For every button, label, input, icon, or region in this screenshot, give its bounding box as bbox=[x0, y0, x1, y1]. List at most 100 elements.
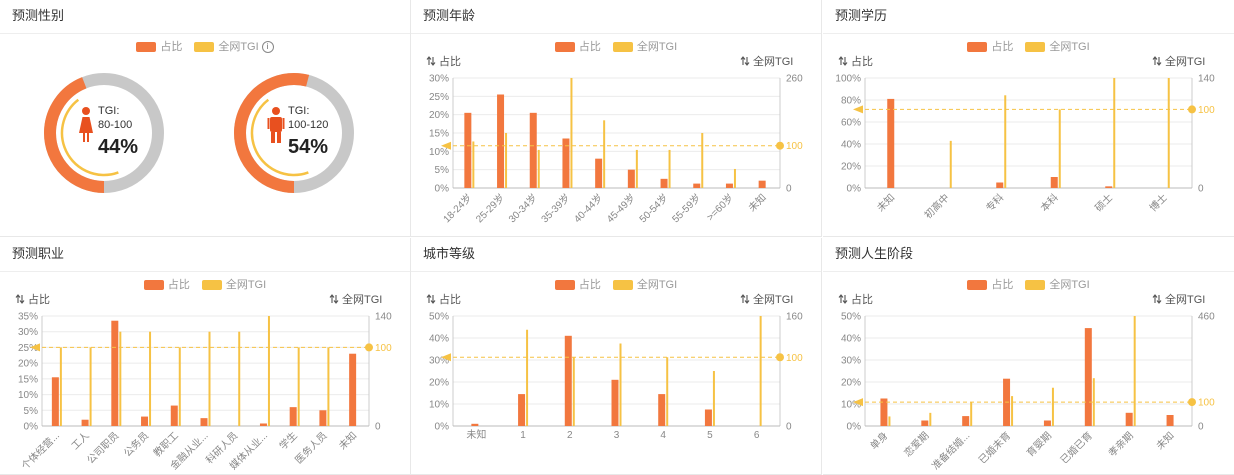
bar-share[interactable] bbox=[1050, 177, 1058, 188]
bar-tgi[interactable] bbox=[1011, 396, 1014, 426]
bar-share[interactable] bbox=[627, 169, 635, 188]
legend-item-share[interactable]: 占比 bbox=[967, 276, 1013, 292]
bar-tgi[interactable] bbox=[238, 331, 241, 426]
bar-share[interactable] bbox=[725, 183, 733, 188]
bar-tgi[interactable] bbox=[570, 78, 573, 188]
bar-tgi[interactable] bbox=[1133, 316, 1136, 426]
sort-arrows-icon[interactable] bbox=[1152, 56, 1162, 66]
bar-share[interactable] bbox=[289, 407, 297, 426]
bar-tgi[interactable] bbox=[526, 329, 529, 426]
bar-share[interactable] bbox=[111, 320, 119, 426]
bar-share[interactable] bbox=[704, 409, 712, 427]
bar-share[interactable] bbox=[564, 335, 572, 426]
bar-tgi[interactable] bbox=[759, 316, 762, 426]
bar-share[interactable] bbox=[758, 180, 766, 188]
reference-dot[interactable] bbox=[776, 353, 784, 362]
sort-arrows-icon[interactable] bbox=[426, 294, 436, 304]
bar-share[interactable] bbox=[529, 112, 537, 188]
sort-arrows-icon[interactable] bbox=[426, 56, 436, 66]
bar-share[interactable] bbox=[51, 377, 59, 426]
bar-tgi[interactable] bbox=[701, 133, 704, 188]
legend-item-tgi[interactable]: 全网TGI bbox=[201, 276, 266, 292]
bar-share[interactable] bbox=[349, 353, 357, 426]
legend-item-tgi[interactable]: 全网TGI bbox=[612, 38, 677, 54]
legend-item-share[interactable]: 占比 bbox=[143, 276, 190, 292]
bar-share[interactable] bbox=[595, 158, 603, 188]
sort-arrows-icon[interactable] bbox=[838, 56, 848, 66]
reference-dot[interactable] bbox=[1188, 105, 1196, 114]
bar-tgi[interactable] bbox=[733, 168, 736, 188]
bar-share[interactable] bbox=[319, 410, 327, 426]
bar-share[interactable] bbox=[996, 182, 1004, 189]
bar-share[interactable] bbox=[921, 420, 929, 427]
bar-tgi[interactable] bbox=[619, 343, 622, 427]
bar-tgi[interactable] bbox=[149, 331, 152, 426]
reference-dot[interactable] bbox=[365, 343, 373, 352]
bar-share[interactable] bbox=[1166, 415, 1174, 426]
bar-tgi[interactable] bbox=[712, 371, 715, 426]
sort-arrows-icon[interactable] bbox=[15, 294, 25, 304]
bar-tgi[interactable] bbox=[929, 412, 932, 426]
bar-share[interactable] bbox=[1105, 186, 1113, 188]
bar-tgi[interactable] bbox=[537, 149, 540, 188]
legend-item-share[interactable]: 占比 bbox=[554, 38, 601, 54]
info-icon[interactable]: i bbox=[261, 41, 274, 54]
bar-tgi[interactable] bbox=[603, 120, 606, 188]
bar-tgi[interactable] bbox=[666, 357, 669, 426]
bar-tgi[interactable] bbox=[1051, 387, 1054, 426]
bar-tgi[interactable] bbox=[668, 149, 671, 188]
sort-arrows-icon[interactable] bbox=[329, 294, 339, 304]
bar-tgi[interactable] bbox=[327, 347, 330, 426]
bar-share[interactable] bbox=[259, 423, 267, 426]
bar-share[interactable] bbox=[611, 379, 619, 426]
bar-tgi[interactable] bbox=[89, 347, 92, 426]
bar-tgi[interactable] bbox=[949, 140, 952, 188]
legend-item-tgi[interactable]: 全网TGI bbox=[612, 276, 677, 292]
bar-tgi[interactable] bbox=[59, 347, 62, 426]
legend-item-tgi[interactable]: 全网TGI bbox=[1025, 276, 1090, 292]
bar-tgi[interactable] bbox=[888, 416, 891, 426]
bar-share[interactable] bbox=[1043, 420, 1051, 427]
bar-share[interactable] bbox=[497, 94, 505, 189]
bar-share[interactable] bbox=[660, 178, 668, 188]
bar-share[interactable] bbox=[471, 423, 479, 426]
legend-item-share[interactable]: 占比 bbox=[967, 38, 1013, 54]
bar-share[interactable] bbox=[887, 98, 895, 188]
bar-share[interactable] bbox=[693, 183, 701, 188]
ring-share-arc[interactable] bbox=[44, 73, 164, 193]
ring-share-arc[interactable] bbox=[234, 73, 354, 193]
bar-share[interactable] bbox=[141, 416, 149, 426]
sort-arrows-icon[interactable] bbox=[740, 56, 750, 66]
bar-tgi[interactable] bbox=[1167, 78, 1170, 188]
bar-tgi[interactable] bbox=[635, 149, 638, 188]
sort-arrows-icon[interactable] bbox=[740, 294, 750, 304]
bar-share[interactable] bbox=[562, 138, 570, 189]
bar-tgi[interactable] bbox=[297, 347, 300, 426]
bar-share[interactable] bbox=[1125, 412, 1133, 426]
bar-share[interactable] bbox=[518, 394, 526, 426]
legend-item-tgi[interactable]: 全网TGI bbox=[1025, 38, 1090, 54]
legend-item-share[interactable]: 占比 bbox=[554, 276, 601, 292]
reference-dot[interactable] bbox=[776, 141, 784, 150]
bar-tgi[interactable] bbox=[208, 331, 211, 426]
legend-item-tgi[interactable]: 全网TGI i bbox=[194, 38, 274, 54]
bar-tgi[interactable] bbox=[178, 347, 181, 426]
bar-tgi[interactable] bbox=[1092, 378, 1095, 426]
bar-share[interactable] bbox=[81, 419, 89, 426]
bar-share[interactable] bbox=[962, 416, 970, 426]
bar-share[interactable] bbox=[1084, 328, 1092, 426]
legend-item-share[interactable]: 占比 bbox=[136, 38, 182, 54]
bar-tgi[interactable] bbox=[1004, 95, 1007, 188]
bar-share[interactable] bbox=[200, 418, 208, 426]
bar-tgi[interactable] bbox=[119, 331, 122, 426]
bar-share[interactable] bbox=[464, 112, 472, 188]
reference-dot[interactable] bbox=[1188, 398, 1196, 407]
bar-tgi[interactable] bbox=[1113, 78, 1116, 188]
sort-arrows-icon[interactable] bbox=[1152, 294, 1162, 304]
bar-share[interactable] bbox=[880, 398, 888, 427]
bar-tgi[interactable] bbox=[970, 402, 973, 426]
bar-tgi[interactable] bbox=[505, 133, 508, 188]
bar-tgi[interactable] bbox=[572, 357, 575, 426]
bar-tgi[interactable] bbox=[472, 141, 475, 188]
sort-arrows-icon[interactable] bbox=[838, 294, 848, 304]
